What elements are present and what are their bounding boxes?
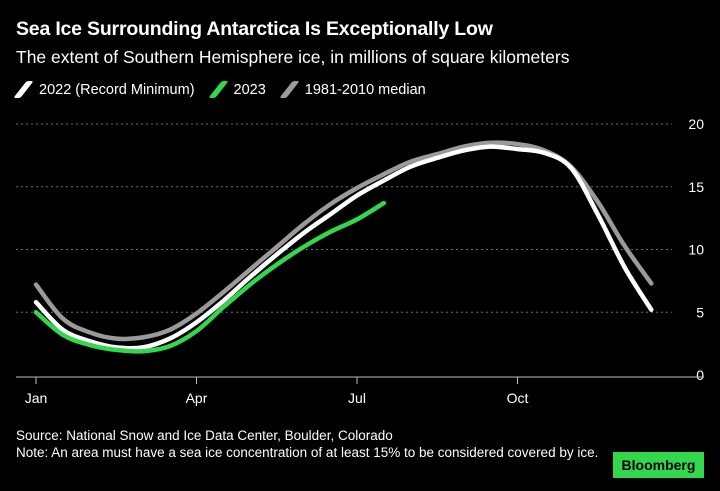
line-chart: 0 5 10 15 20 Jan Apr Jul Oct bbox=[16, 116, 704, 406]
legend-item-2023: 2023 bbox=[207, 81, 266, 98]
x-tick-label: Apr bbox=[186, 390, 208, 406]
series-line-0 bbox=[33, 140, 654, 342]
legend-swatch-2023 bbox=[207, 81, 229, 98]
x-tick-label: Jul bbox=[348, 390, 366, 406]
x-tick-label: Jan bbox=[25, 390, 48, 406]
legend-label-2023: 2023 bbox=[233, 81, 266, 98]
footer: Source: National Snow and Ice Data Cente… bbox=[16, 428, 616, 461]
series-line-1 bbox=[33, 144, 654, 351]
y-tick-label: 15 bbox=[688, 179, 704, 195]
series-lines bbox=[33, 140, 654, 354]
legend-swatch-2022 bbox=[13, 81, 34, 98]
legend: 2022 (Record Minimum) 2023 1981-2010 med… bbox=[13, 81, 442, 98]
legend-swatch-median bbox=[279, 81, 300, 98]
legend-label-median: 1981-2010 median bbox=[304, 81, 426, 98]
y-tick-label: 0 bbox=[696, 367, 704, 383]
legend-label-2022: 2022 (Record Minimum) bbox=[39, 81, 195, 98]
definition-note: Note: An area must have a sea ice concen… bbox=[16, 444, 599, 460]
source-note: Source: National Snow and Ice Data Cente… bbox=[16, 428, 393, 443]
y-tick-label: 5 bbox=[696, 304, 704, 320]
y-axis: 0 5 10 15 20 bbox=[688, 116, 704, 383]
legend-item-2022: 2022 (Record Minimum) bbox=[13, 81, 195, 98]
y-tick-label: 10 bbox=[688, 242, 704, 258]
series-line-2 bbox=[33, 200, 387, 354]
grid bbox=[16, 123, 672, 313]
x-axis: Jan Apr Jul Oct bbox=[16, 376, 704, 406]
y-tick-label: 20 bbox=[688, 116, 704, 132]
chart-title: Sea Ice Surrounding Antarctica Is Except… bbox=[16, 18, 493, 40]
x-tick-label: Oct bbox=[507, 390, 529, 406]
bloomberg-logo: Bloomberg bbox=[613, 452, 704, 478]
legend-item-median: 1981-2010 median bbox=[279, 81, 426, 98]
chart-subtitle: The extent of Southern Hemisphere ice, i… bbox=[16, 47, 570, 67]
